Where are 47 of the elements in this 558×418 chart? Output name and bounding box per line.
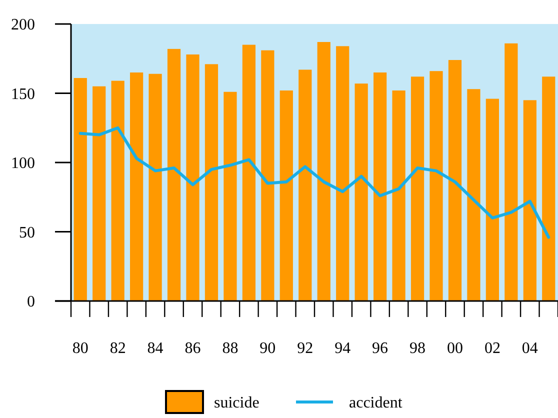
bar (448, 60, 462, 301)
bar (523, 100, 536, 301)
bar (504, 43, 518, 301)
x-tick-label: 88 (222, 340, 238, 357)
bar (354, 84, 368, 301)
x-tick-label: 90 (260, 340, 276, 357)
bar (280, 90, 293, 301)
bar (486, 98, 499, 301)
bar (111, 80, 124, 301)
y-tick-label: 150 (11, 86, 35, 103)
x-tick-label: 86 (184, 340, 201, 357)
bar (92, 86, 106, 301)
bar (186, 54, 200, 301)
legend-label: accident (349, 394, 403, 412)
bar (336, 46, 350, 301)
bar (317, 42, 330, 301)
x-tick-label: 80 (72, 340, 88, 357)
bar (130, 72, 144, 301)
x-tick-label: 02 (484, 340, 500, 357)
bar (204, 64, 218, 301)
bar (74, 78, 87, 301)
x-tick-label: 84 (147, 340, 164, 357)
x-tick-label: 92 (297, 340, 314, 357)
x-tick-label: 98 (410, 340, 426, 357)
bar (167, 48, 181, 301)
x-tick-label: 82 (110, 340, 126, 357)
bar (392, 90, 406, 301)
bar (430, 71, 443, 301)
bar (224, 92, 237, 301)
bar (467, 89, 480, 301)
y-tick-label: 100 (11, 155, 35, 172)
legend-label: suicide (214, 394, 260, 412)
bar (261, 50, 274, 301)
bar (410, 76, 424, 301)
bar (148, 74, 162, 301)
bar (242, 44, 256, 301)
y-tick-label: 50 (19, 224, 35, 242)
line-series (78, 126, 550, 239)
bar (298, 70, 312, 301)
y-tick-label: 0 (27, 294, 35, 311)
x-tick-label: 00 (446, 340, 463, 357)
bar (374, 72, 387, 301)
bar (542, 76, 556, 301)
x-tick-label: 94 (334, 340, 351, 357)
y-tick-label: 200 (11, 16, 35, 34)
x-tick-label: 04 (522, 340, 538, 357)
x-tick-label: 96 (372, 340, 388, 357)
